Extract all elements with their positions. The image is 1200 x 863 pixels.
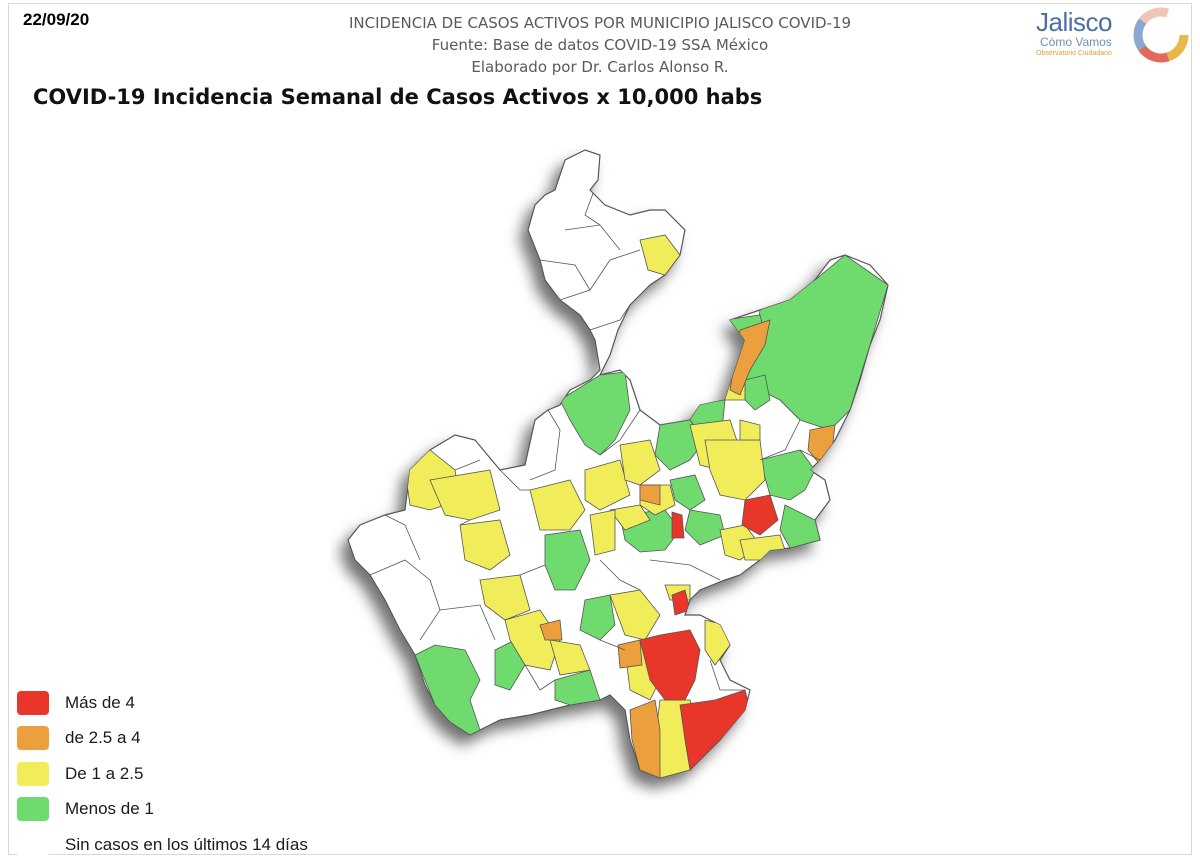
legend-label: de 2.5 a 4 bbox=[65, 728, 141, 748]
legend-item: Menos de 1 bbox=[17, 792, 308, 828]
municipal-boundaries bbox=[369, 179, 821, 691]
legend-label: Sin casos en los últimos 14 días bbox=[65, 834, 308, 854]
legend-item: Más de 4 bbox=[17, 685, 308, 721]
header-author: Elaborado por Dr. Carlos Alonso R. bbox=[471, 58, 729, 76]
category-de-2-5-a-4-regions bbox=[539, 319, 836, 778]
legend-item: De 1 a 2.5 bbox=[17, 756, 308, 792]
figure-frame bbox=[8, 3, 1192, 855]
date-label: 22/09/20 bbox=[23, 10, 90, 29]
legend-item: Sin casos en los últimos 14 días bbox=[17, 827, 308, 863]
legend-label: De 1 a 2.5 bbox=[65, 763, 144, 783]
map-legend: Más de 4 de 2.5 a 4 De 1 a 2.5 Menos de … bbox=[17, 685, 308, 863]
header-title: INCIDENCIA DE CASOS ACTIVOS POR MUNICIPI… bbox=[348, 14, 852, 32]
header-source: Fuente: Base de datos COVID-19 SSA Méxic… bbox=[431, 36, 769, 54]
legend-label: Más de 4 bbox=[65, 692, 135, 712]
jalisco-como-vamos-logo: Jalisco Cómo Vamos Observatorio Ciudadan… bbox=[1030, 4, 1190, 64]
map-title: COVID-19 Incidencia Semanal de Casos Act… bbox=[33, 85, 763, 109]
logo-tagline: Observatorio Ciudadano bbox=[1036, 50, 1112, 57]
category-mas-de-4-regions bbox=[639, 494, 779, 771]
legend-label: Menos de 1 bbox=[65, 799, 154, 819]
legend-swatch-red bbox=[17, 690, 49, 715]
jalisco-municipality-map bbox=[347, 149, 889, 779]
legend-swatch-white bbox=[17, 832, 49, 857]
header: INCIDENCIA DE CASOS ACTIVOS POR MUNICIPI… bbox=[300, 12, 900, 78]
legend-swatch-yellow bbox=[17, 761, 49, 786]
legend-item: de 2.5 a 4 bbox=[17, 721, 308, 757]
logo-brand: Jalisco bbox=[1036, 7, 1112, 37]
category-de-1-a-2-5-regions bbox=[404, 234, 786, 778]
legend-swatch-orange bbox=[17, 726, 49, 751]
logo-ring-icon bbox=[1133, 7, 1189, 63]
logo-subtitle: Cómo Vamos bbox=[1040, 35, 1112, 49]
category-menos-de-1-regions bbox=[414, 254, 888, 736]
legend-swatch-green bbox=[17, 797, 49, 822]
